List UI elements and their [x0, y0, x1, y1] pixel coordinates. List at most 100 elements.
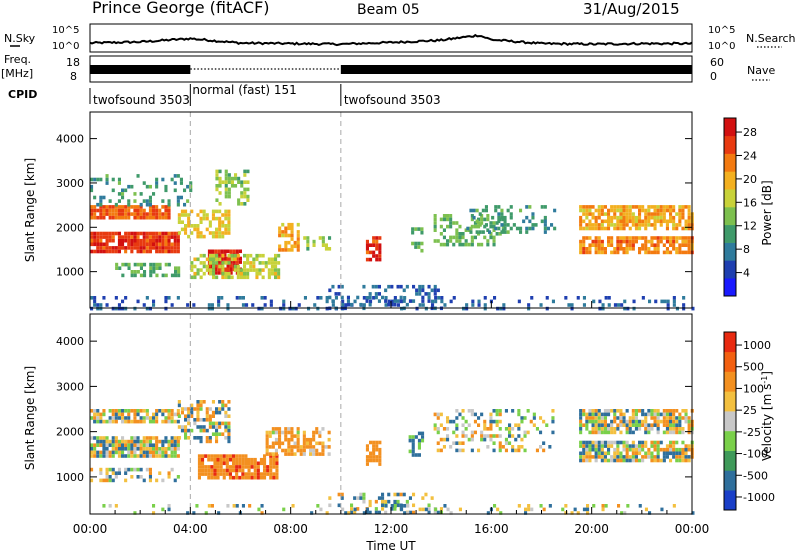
heatmap-cell: [161, 199, 165, 203]
heatmap-cell: [473, 419, 477, 424]
heatmap-cell: [340, 302, 344, 307]
heatmap-cell: [210, 454, 214, 458]
heatmap-cell: [628, 208, 632, 213]
heatmap-cell: [585, 451, 589, 456]
heatmap-cell: [638, 247, 642, 251]
heatmap-cell: [124, 249, 128, 254]
heatmap-cell: [117, 192, 121, 196]
heatmap-cell: [246, 268, 250, 272]
heatmap-cell: [641, 409, 645, 413]
heatmap-cell: [290, 244, 294, 249]
heatmap-cell: [684, 412, 688, 417]
heatmap-cell: [656, 430, 660, 435]
heatmap-cell: [597, 416, 601, 420]
heatmap-cell: [173, 242, 177, 247]
heatmap-cell: [199, 231, 203, 235]
heatmap-cell: [508, 441, 512, 445]
heatmap-cell: [212, 275, 216, 280]
heatmap-cell: [616, 205, 620, 209]
heatmap-cell: [217, 249, 221, 254]
heatmap-cell: [442, 235, 446, 240]
heatmap-cell: [372, 243, 376, 247]
heatmap-cell: [170, 416, 174, 420]
heatmap-cell: [579, 451, 583, 456]
heatmap-cell: [121, 208, 125, 213]
heatmap-cell: [99, 208, 103, 213]
heatmap-cell: [632, 306, 636, 311]
heatmap-cell: [471, 303, 475, 307]
heatmap-cell: [644, 507, 648, 512]
heatmap-cell: [265, 452, 269, 456]
heatmap-cell: [232, 465, 236, 469]
heatmap-cell: [176, 447, 180, 451]
heatmap-cell: [190, 231, 194, 235]
heatmap-cell: [594, 455, 598, 459]
heatmap-cell: [678, 430, 682, 435]
heatmap-cell: [210, 306, 214, 311]
heatmap-cell: [647, 247, 651, 251]
heatmap-cell: [196, 257, 200, 262]
heatmap-cell: [219, 472, 223, 476]
heatmap-cell: [148, 212, 152, 216]
heatmap-cell: [218, 231, 222, 235]
heatmap-cell: [517, 409, 521, 413]
heatmap-cell: [133, 416, 137, 420]
heatmap-cell: [346, 295, 350, 300]
heatmap-cell: [650, 212, 654, 216]
heatmap-cell: [170, 454, 174, 458]
heatmap-cell: [375, 455, 379, 459]
heatmap-cell: [619, 236, 623, 240]
heatmap-cell: [613, 215, 617, 220]
x-tick-label: 16:00: [474, 522, 509, 536]
heatmap-cell: [130, 246, 134, 250]
heatmap-cell: [218, 180, 222, 184]
heatmap-cell: [449, 214, 453, 218]
heatmap-cell: [96, 215, 100, 220]
heatmap-cell: [124, 471, 128, 475]
heatmap-cell: [579, 458, 583, 463]
heatmap-cell: [597, 243, 601, 247]
heatmap-cell: [117, 212, 121, 216]
heatmap-cell: [610, 455, 614, 459]
heatmap-cell: [296, 430, 300, 435]
heatmap-cell: [136, 475, 140, 479]
heatmap-cell: [501, 228, 505, 232]
heatmap-cell: [216, 454, 220, 458]
heatmap-cell: [212, 261, 216, 265]
heatmap-cell: [418, 507, 422, 512]
heatmap-cell: [641, 208, 645, 213]
heatmap-cell: [237, 176, 241, 181]
cpid-label: CPID: [8, 88, 37, 101]
heatmap-cell: [296, 445, 300, 449]
heatmap-cell: [486, 445, 490, 449]
heatmap-cell: [218, 410, 222, 415]
heatmap-cell: [675, 430, 679, 435]
heatmap-cell: [484, 223, 488, 227]
heatmap-cell: [124, 443, 128, 447]
heatmap-cell: [136, 174, 140, 178]
heatmap-cell: [121, 273, 125, 278]
heatmap-cell: [439, 232, 443, 236]
heatmap-cell: [164, 205, 168, 209]
heatmap-cell: [96, 242, 100, 247]
heatmap-cell: [290, 434, 294, 438]
heatmap-cell: [235, 472, 239, 476]
heatmap-cell: [221, 253, 225, 258]
heatmap-cell: [494, 208, 498, 213]
heatmap-cell: [174, 270, 178, 274]
heatmap-cell: [597, 247, 601, 251]
heatmap-cell: [173, 478, 177, 483]
heatmap-cell: [161, 450, 165, 455]
heatmap-cell: [678, 215, 682, 220]
heatmap-cell: [477, 242, 481, 247]
heatmap-cell: [672, 455, 676, 459]
heatmap-cell: [221, 403, 225, 408]
heatmap-cell: [117, 439, 121, 444]
heatmap-cell: [305, 437, 309, 442]
heatmap-cell: [594, 239, 598, 244]
heatmap-cell: [243, 261, 247, 265]
heatmap-cell: [656, 239, 660, 244]
heatmap-cell: [221, 400, 225, 404]
heatmap-cell: [434, 299, 438, 304]
heatmap-cell: [108, 443, 112, 447]
